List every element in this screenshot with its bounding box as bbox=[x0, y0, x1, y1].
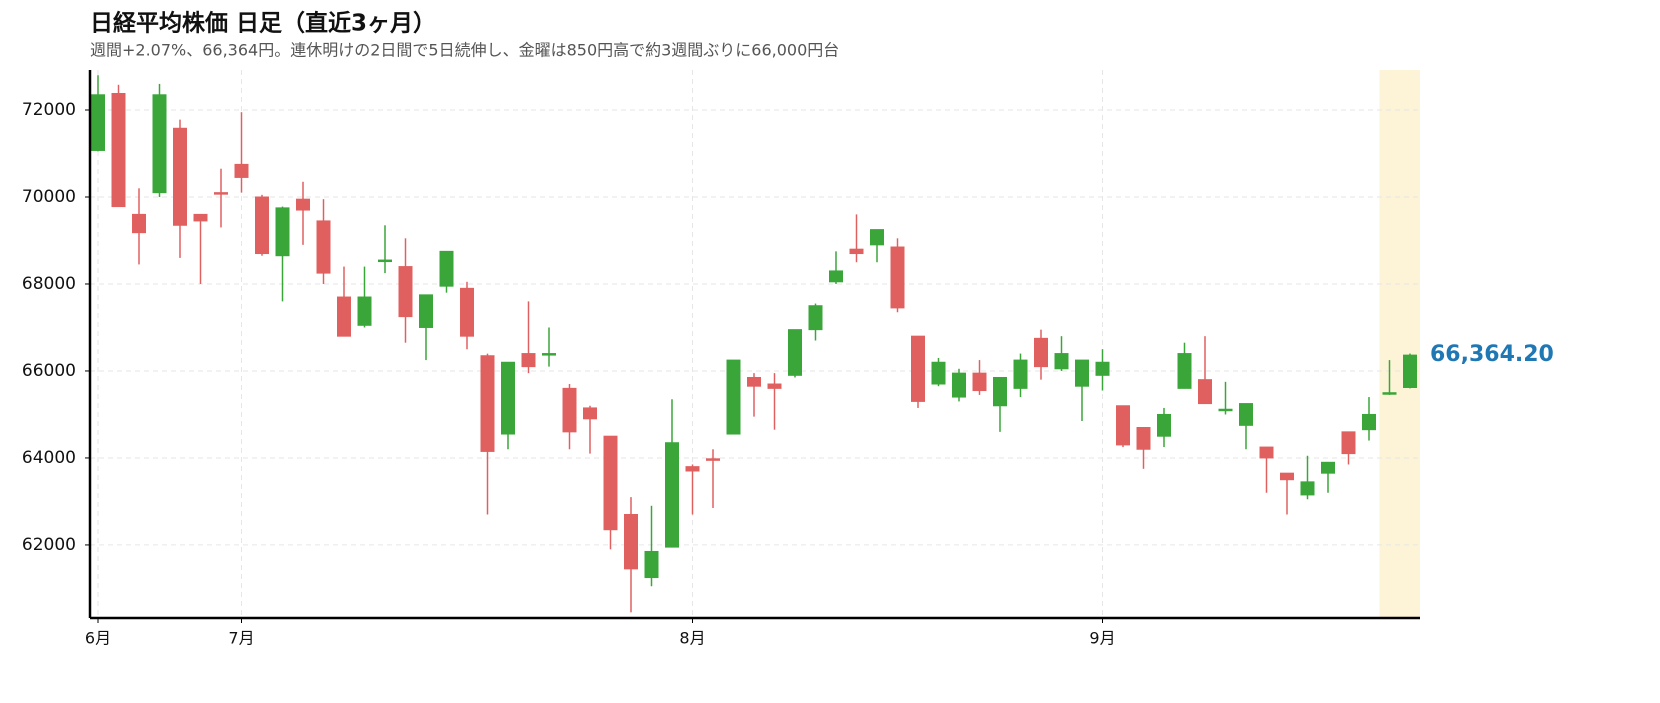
candle-body bbox=[1116, 405, 1130, 446]
candle-body bbox=[398, 266, 413, 318]
candle-body bbox=[1095, 361, 1110, 376]
candle-body bbox=[562, 387, 577, 433]
candle-body bbox=[91, 94, 105, 151]
candle-body bbox=[726, 359, 741, 435]
candle-body bbox=[1341, 431, 1356, 455]
candle-body bbox=[1075, 359, 1089, 387]
candle-body bbox=[480, 355, 495, 452]
x-tick-label: 6月 bbox=[85, 629, 111, 648]
candle-body bbox=[706, 458, 720, 461]
candle-body bbox=[1382, 392, 1397, 395]
candle-body bbox=[111, 92, 126, 208]
candle-body bbox=[972, 372, 987, 392]
candle-body bbox=[1280, 472, 1294, 481]
candle-body bbox=[890, 246, 905, 309]
y-tick-label: 62000 bbox=[22, 535, 76, 555]
candle-body bbox=[1259, 446, 1274, 459]
candle-body bbox=[1034, 337, 1048, 368]
x-tick-label: 7月 bbox=[228, 629, 254, 648]
candle-body bbox=[993, 376, 1007, 407]
highlight-band bbox=[1379, 70, 1420, 618]
candle-body bbox=[747, 376, 761, 387]
candle-body bbox=[1157, 413, 1171, 437]
candle-body bbox=[808, 305, 823, 331]
candle-body bbox=[173, 127, 187, 226]
candle-body bbox=[1136, 427, 1151, 450]
candle-body bbox=[665, 442, 679, 548]
y-tick-label: 66000 bbox=[22, 361, 76, 381]
y-tick-label: 70000 bbox=[22, 187, 76, 207]
candle-body bbox=[234, 163, 249, 178]
candle-body bbox=[1300, 481, 1315, 496]
candle-body bbox=[132, 213, 146, 234]
candle-body bbox=[316, 220, 331, 274]
candle-body bbox=[849, 248, 864, 255]
candle-body bbox=[1403, 354, 1417, 388]
candle-body bbox=[275, 207, 290, 257]
candle-body bbox=[439, 250, 454, 287]
candle-body bbox=[685, 466, 700, 472]
candle-body bbox=[644, 550, 659, 579]
candle-body bbox=[952, 372, 966, 398]
candle-body bbox=[870, 229, 884, 246]
candle-body bbox=[214, 192, 228, 195]
candle-body bbox=[337, 296, 351, 337]
candle-body bbox=[1321, 461, 1335, 474]
candle-body bbox=[788, 329, 802, 376]
candle-body bbox=[1239, 403, 1253, 426]
candle-body bbox=[501, 361, 515, 435]
candle-body bbox=[829, 270, 843, 283]
candle-body bbox=[583, 407, 597, 420]
y-tick-label: 64000 bbox=[22, 448, 76, 468]
candle-body bbox=[378, 259, 392, 263]
candle-body bbox=[152, 94, 167, 194]
candle-body bbox=[767, 383, 782, 389]
candle-body bbox=[1362, 413, 1376, 431]
candle-body bbox=[460, 287, 474, 337]
candle-body bbox=[1177, 353, 1192, 389]
candle-body bbox=[521, 353, 536, 368]
y-tick-label: 72000 bbox=[22, 100, 76, 120]
x-tick-label: 9月 bbox=[1089, 629, 1115, 648]
chart-subtitle: 週間+2.07%、66,364円。連休明けの2日間で5日続伸し、金曜は850円高… bbox=[90, 41, 839, 60]
x-tick-label: 8月 bbox=[679, 629, 705, 648]
candle-body bbox=[1013, 359, 1028, 389]
candle-body bbox=[624, 513, 638, 570]
candle-body bbox=[603, 435, 618, 531]
last-price-label: 66,364.20 bbox=[1430, 342, 1554, 367]
candle-body bbox=[419, 294, 433, 328]
candle-body bbox=[542, 353, 556, 356]
y-tick-label: 68000 bbox=[22, 274, 76, 294]
candle-body bbox=[296, 198, 310, 211]
candle-body bbox=[1054, 353, 1069, 370]
candle-body bbox=[911, 335, 925, 402]
candle-body bbox=[255, 196, 269, 255]
candle-body bbox=[357, 296, 372, 326]
chart-title: 日経平均株価 日足（直近3ヶ月） bbox=[90, 10, 436, 37]
candle-body bbox=[1198, 379, 1212, 405]
candle-body bbox=[193, 213, 208, 222]
candle-body bbox=[1218, 408, 1233, 412]
candle-body bbox=[931, 361, 946, 385]
